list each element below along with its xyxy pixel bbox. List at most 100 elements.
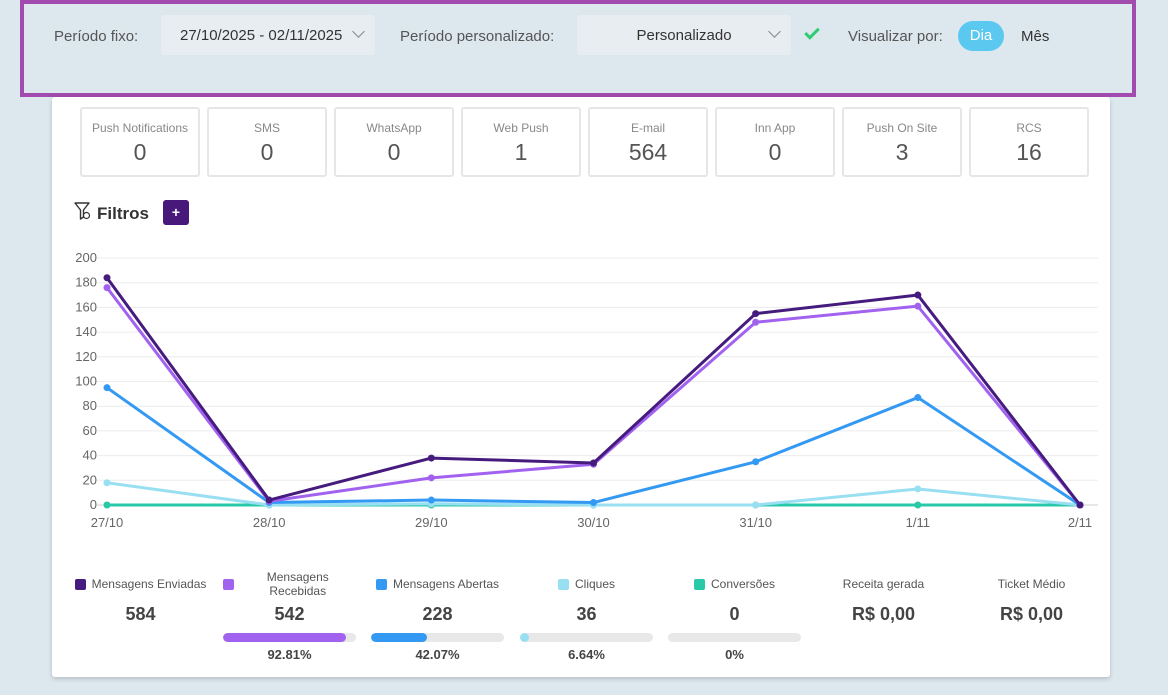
filter-icon bbox=[74, 202, 91, 225]
stat-receita: Receita gerada R$ 0,00 bbox=[817, 575, 950, 625]
chart-series bbox=[103, 274, 1084, 509]
periodo-fixo-value: 27/10/2025 - 02/11/2025 bbox=[180, 26, 343, 44]
stat-value: 228 bbox=[422, 604, 453, 624]
stat-value: R$ 0,00 bbox=[999, 604, 1064, 624]
data-point bbox=[427, 474, 435, 482]
stat-percent: 92.81% bbox=[267, 647, 312, 662]
channel-card-web-push: Web Push 1 bbox=[461, 107, 581, 177]
channel-card-email: E-mail 564 bbox=[588, 107, 708, 177]
y-tick-label: 100 bbox=[75, 374, 97, 389]
view-day-button[interactable]: Dia bbox=[958, 21, 1004, 51]
legend-swatch bbox=[557, 578, 569, 590]
data-point bbox=[103, 284, 111, 292]
channel-value: 564 bbox=[628, 139, 668, 165]
stat-label: Mensagens Enviadas bbox=[91, 577, 207, 591]
stat-label: Receita gerada bbox=[842, 577, 925, 591]
channel-value: 3 bbox=[895, 139, 909, 165]
data-point bbox=[914, 501, 922, 509]
channel-value: 0 bbox=[133, 139, 147, 165]
chevron-down-icon bbox=[768, 25, 781, 38]
channel-card-push-on-site: Push On Site 3 bbox=[842, 107, 962, 177]
periodo-personalizado-label: Período personalizado: bbox=[400, 28, 555, 45]
progress-bar bbox=[223, 633, 356, 642]
confirm-check-icon[interactable] bbox=[804, 24, 820, 40]
channel-label: SMS bbox=[253, 121, 280, 135]
add-filter-button[interactable]: + bbox=[163, 200, 189, 225]
channel-value: 1 bbox=[514, 139, 528, 165]
legend-item-conversoes[interactable]: Conversões bbox=[668, 575, 801, 593]
channel-value: 16 bbox=[1016, 139, 1042, 165]
y-tick-label: 80 bbox=[83, 398, 97, 413]
stat-percent: 6.64% bbox=[568, 647, 605, 662]
data-point bbox=[265, 496, 273, 504]
legend-swatch bbox=[74, 578, 86, 590]
periodo-personalizado-value: Personalizado bbox=[636, 26, 732, 44]
channel-card-inn-app: Inn App 0 bbox=[715, 107, 835, 177]
periodo-personalizado-select[interactable]: Personalizado bbox=[577, 15, 791, 55]
series-line bbox=[105, 286, 1082, 506]
data-point bbox=[590, 459, 597, 467]
messages-line-chart: 0 20 40 60 80 100 120 140 160 180 200 27/10 28/10 29… bbox=[75, 250, 1098, 530]
legend-item-enviadas[interactable]: Mensagens Enviadas bbox=[74, 575, 207, 593]
legend-item-recebidas[interactable]: Mensagens Recebidas bbox=[223, 570, 356, 598]
stat-label: Mensagens Abertas bbox=[392, 577, 500, 591]
stat-recebidas: Mensagens Recebidas 542 92.81% bbox=[223, 570, 356, 662]
x-tick-label: 2/11 bbox=[1068, 515, 1092, 530]
periodo-fixo-select[interactable]: 27/10/2025 - 02/11/2025 bbox=[161, 15, 375, 55]
stat-label: Ticket Médio bbox=[997, 577, 1066, 591]
x-tick-label: 27/10 bbox=[91, 515, 124, 530]
data-point bbox=[103, 384, 111, 392]
series-line bbox=[106, 386, 1081, 507]
stat-percent: 42.07% bbox=[415, 647, 460, 662]
stat-label: Mensagens Recebidas bbox=[266, 570, 329, 598]
filters-title: Filtros bbox=[97, 203, 149, 223]
stat-conversoes: Conversões 0 0% bbox=[668, 575, 801, 662]
stat-value: 0 bbox=[729, 604, 740, 624]
channel-label: Inn App bbox=[754, 121, 796, 135]
stat-label: Cliques bbox=[574, 577, 616, 591]
progress-bar bbox=[520, 633, 653, 642]
data-point bbox=[590, 499, 597, 507]
channel-label: E-mail bbox=[630, 121, 665, 135]
channel-card-push: Push Notifications 0 bbox=[80, 107, 200, 177]
legend-swatch bbox=[223, 578, 234, 590]
data-point bbox=[103, 479, 111, 487]
data-point bbox=[427, 496, 435, 504]
stat-enviadas: Mensagens Enviadas 584 bbox=[74, 575, 207, 625]
y-tick-label: 140 bbox=[75, 324, 97, 339]
period-filter-bar: Período fixo: 27/10/2025 - 02/11/2025 Pe… bbox=[20, 0, 1136, 97]
progress-fill bbox=[371, 633, 427, 642]
progress-fill bbox=[223, 633, 347, 642]
stats-summary: Mensagens Enviadas 584 Mensagens Recebid… bbox=[52, 570, 1110, 675]
view-month-button[interactable]: Mês bbox=[1021, 28, 1050, 45]
progress-bar bbox=[371, 633, 504, 642]
x-tick-label: 31/10 bbox=[739, 515, 772, 530]
data-point bbox=[752, 501, 760, 509]
channel-value: 0 bbox=[260, 139, 274, 165]
filters-header: Filtros + bbox=[74, 200, 189, 225]
x-tick-label: 30/10 bbox=[577, 515, 610, 530]
y-tick-label: 160 bbox=[75, 299, 97, 314]
channel-label: WhatsApp bbox=[366, 121, 422, 135]
stat-percent: 0% bbox=[725, 647, 744, 662]
data-point bbox=[752, 310, 760, 318]
data-point bbox=[914, 485, 922, 493]
data-point bbox=[914, 291, 922, 299]
progress-bar bbox=[668, 633, 801, 642]
y-tick-label: 0 bbox=[90, 497, 97, 512]
y-axis-ticks: 0 20 40 60 80 100 120 140 160 180 200 bbox=[75, 250, 97, 512]
y-tick-label: 180 bbox=[75, 275, 97, 290]
x-axis-ticks: 27/10 28/10 29/10 30/10 31/10 1/11 2/11 bbox=[91, 515, 1092, 530]
legend-swatch bbox=[693, 578, 705, 590]
channel-value: 0 bbox=[768, 139, 782, 165]
stat-ticket-medio: Ticket Médio R$ 0,00 bbox=[965, 575, 1098, 625]
legend-item-cliques[interactable]: Cliques bbox=[520, 575, 653, 593]
channel-label: Web Push bbox=[493, 121, 549, 135]
legend-item-abertas[interactable]: Mensagens Abertas bbox=[371, 575, 504, 593]
stat-label: Conversões bbox=[710, 577, 776, 591]
data-point bbox=[1076, 501, 1084, 509]
x-tick-label: 1/11 bbox=[906, 515, 930, 530]
y-tick-label: 200 bbox=[75, 250, 97, 265]
stat-abertas: Mensagens Abertas 228 42.07% bbox=[371, 575, 504, 662]
data-point bbox=[752, 318, 760, 326]
